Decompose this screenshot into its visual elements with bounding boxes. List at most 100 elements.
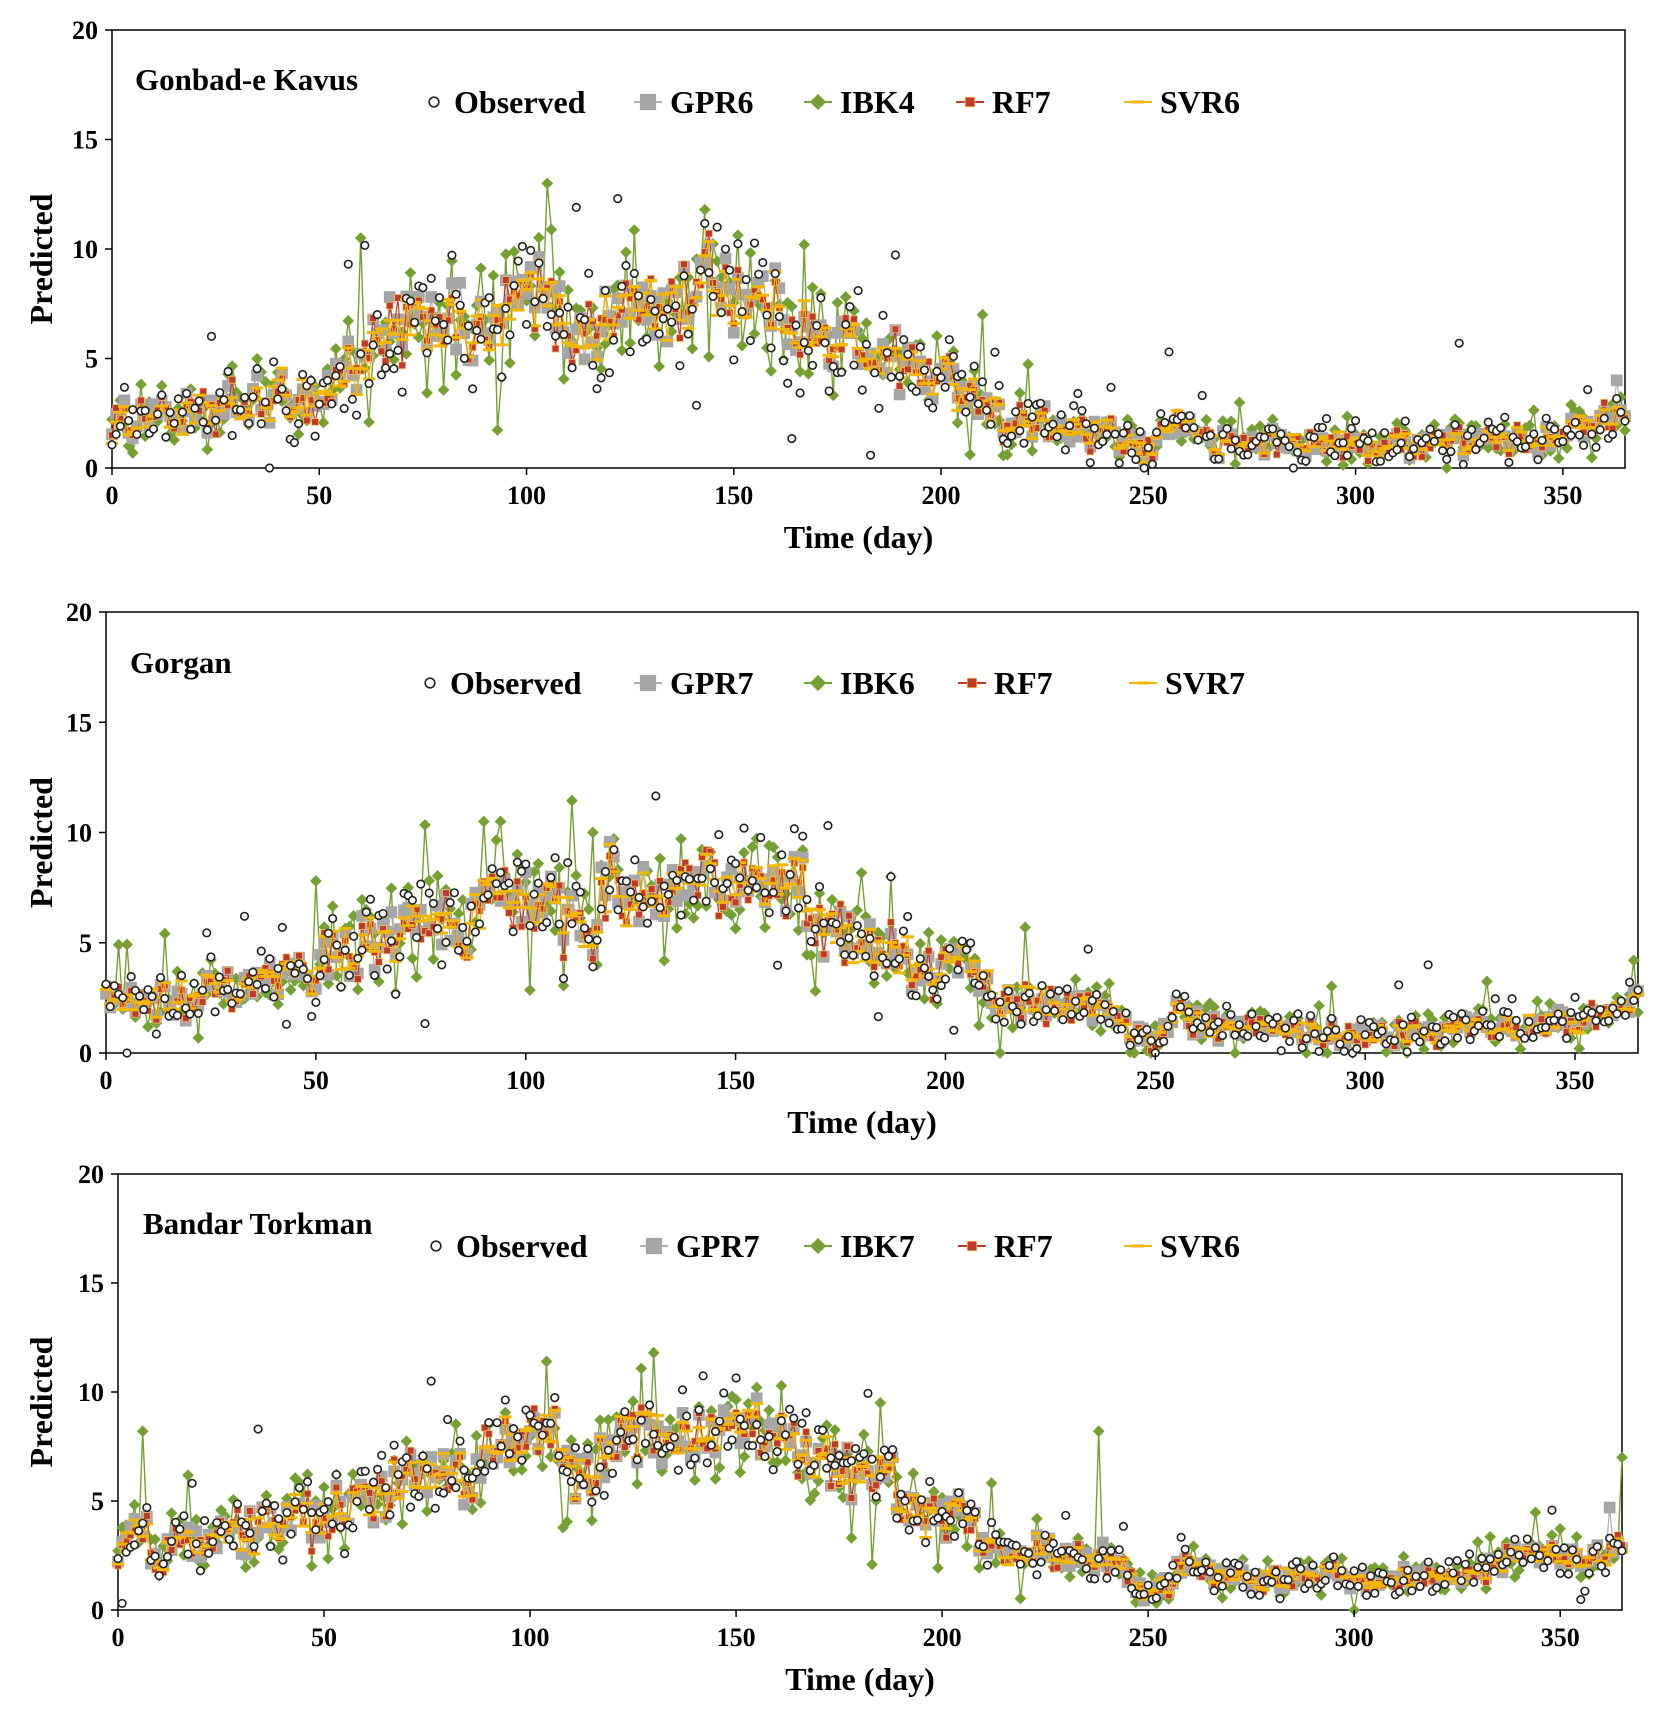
- data-point: [873, 1012, 883, 1022]
- data-point: [260, 397, 270, 407]
- data-point: [463, 321, 474, 331]
- data-point: [1114, 458, 1124, 468]
- data-point: [1076, 420, 1088, 433]
- data-point: [322, 1552, 334, 1565]
- data-point: [1035, 1551, 1047, 1563]
- data-point: [698, 256, 711, 268]
- x-tick-label: 250: [1129, 481, 1168, 510]
- data-point: [1208, 1001, 1220, 1013]
- data-point: [620, 896, 633, 909]
- data-point: [521, 319, 532, 330]
- data-point: [395, 952, 405, 962]
- data-point: [853, 286, 863, 296]
- data-point: [492, 325, 503, 335]
- data-point: [663, 889, 674, 900]
- data-point: [499, 1406, 512, 1419]
- data-point: [112, 938, 125, 951]
- data-point: [1163, 1021, 1173, 1031]
- data-point: [1056, 410, 1066, 420]
- data-point: [1063, 1560, 1076, 1572]
- data-point: [1553, 1009, 1563, 1019]
- data-point: [213, 426, 226, 439]
- data-point: [904, 365, 912, 374]
- legend-label: GPR7: [670, 665, 754, 701]
- legend-item: SVR6: [1124, 84, 1240, 120]
- data-point: [808, 1487, 821, 1500]
- data-point: [709, 1472, 722, 1485]
- data-point: [1053, 1563, 1062, 1572]
- data-point: [545, 285, 558, 298]
- x-tick-label: 100: [506, 1066, 545, 1095]
- data-point: [260, 983, 271, 994]
- data-point: [1301, 456, 1311, 466]
- legend-marker: [424, 677, 436, 689]
- data-point: [386, 1501, 394, 1510]
- data-point: [1143, 443, 1153, 453]
- data-point: [689, 1474, 701, 1486]
- data-point: [739, 823, 749, 833]
- data-point: [553, 861, 566, 874]
- data-point: [1446, 446, 1456, 457]
- data-point: [1452, 1033, 1463, 1043]
- data-point: [1573, 1042, 1586, 1055]
- data-point: [223, 1528, 236, 1541]
- data-point: [192, 1032, 205, 1044]
- data-point: [301, 1468, 314, 1481]
- data-point: [227, 998, 237, 1008]
- data-point: [1052, 998, 1065, 1011]
- data-point: [756, 832, 766, 843]
- data-point: [112, 1545, 124, 1557]
- data-point: [1471, 1536, 1484, 1548]
- data-point: [1230, 1030, 1240, 1040]
- data-point: [1524, 1017, 1534, 1027]
- data-point: [425, 929, 434, 938]
- data-point: [1325, 980, 1338, 993]
- data-point: [1377, 1026, 1387, 1036]
- data-point: [1361, 1040, 1369, 1049]
- legend-marker: [428, 96, 440, 108]
- data-point: [1520, 442, 1531, 452]
- data-point: [1066, 1009, 1076, 1019]
- data-point: [198, 417, 208, 427]
- data-point: [1054, 986, 1064, 996]
- data-point: [810, 924, 820, 934]
- data-point: [767, 841, 780, 854]
- data-point: [720, 244, 731, 254]
- data-point: [1205, 430, 1216, 440]
- data-point: [282, 953, 291, 962]
- data-point: [219, 395, 229, 405]
- data-point: [750, 1381, 763, 1394]
- data-point: [298, 369, 308, 380]
- data-point: [1574, 430, 1584, 440]
- data-point: [1418, 1043, 1430, 1056]
- data-point: [1415, 1037, 1425, 1047]
- data-point: [667, 317, 677, 327]
- data-point: [637, 1403, 646, 1412]
- data-point: [759, 921, 771, 934]
- legend-item: Observed: [424, 665, 582, 701]
- data-point: [1629, 995, 1639, 1006]
- data-point: [227, 430, 237, 441]
- data-point: [581, 1451, 594, 1464]
- data-point: [321, 369, 334, 382]
- data-point: [618, 912, 627, 920]
- data-point: [807, 360, 818, 370]
- data-point: [1606, 412, 1619, 425]
- data-point: [1038, 400, 1051, 412]
- data-point: [498, 874, 511, 887]
- data-point: [1171, 989, 1181, 999]
- data-point: [263, 989, 276, 1001]
- data-point: [676, 1407, 689, 1419]
- data-point: [248, 967, 258, 977]
- data-point: [928, 1498, 940, 1510]
- data-point: [1048, 419, 1058, 429]
- data-point: [1189, 423, 1199, 433]
- data-point: [303, 1489, 312, 1498]
- data-point: [235, 989, 245, 999]
- data-point: [1184, 1007, 1194, 1017]
- data-point: [351, 983, 364, 996]
- data-point: [864, 918, 876, 930]
- data-point: [503, 1456, 516, 1469]
- data-point: [748, 288, 761, 301]
- data-point: [363, 1494, 376, 1506]
